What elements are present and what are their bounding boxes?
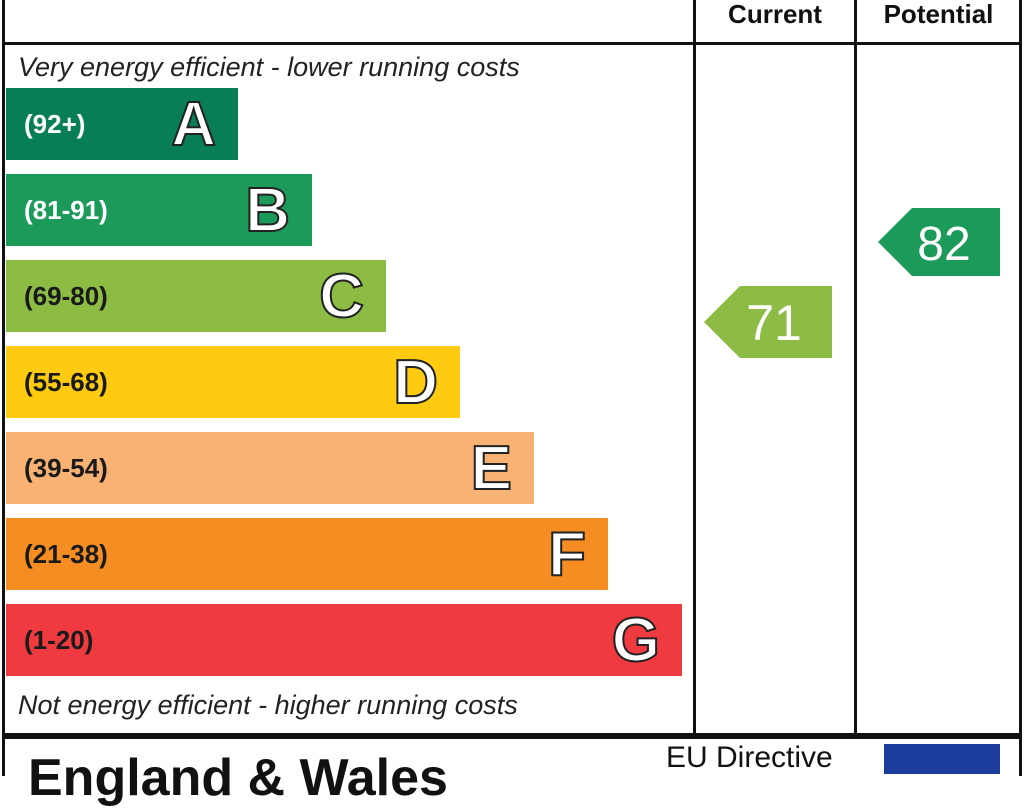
footer-bar (2, 736, 1022, 776)
band-letter-label: F (547, 519, 587, 590)
column-divider-potential (854, 0, 857, 736)
band-range-label: (39-54) (24, 453, 108, 483)
current-rating-arrow: 71 (704, 286, 832, 358)
band-letter-label: D (392, 347, 439, 418)
svg-text:82: 82 (917, 218, 970, 271)
band-g: (1-20) G (6, 604, 682, 676)
column-divider-current (693, 0, 696, 736)
eu-directive-label: EU Directive (666, 741, 833, 774)
band-range-label: (21-38) (24, 539, 108, 569)
bottom-note: Not energy efficient - higher running co… (18, 690, 518, 720)
band-letter-label: E (470, 433, 513, 504)
band-letter-label: A (170, 89, 217, 160)
band-range-label: (55-68) (24, 367, 108, 397)
band-d: (55-68) D (6, 346, 460, 418)
band-f: (21-38) F (6, 518, 608, 590)
band-range-label: (69-80) (24, 281, 108, 311)
column-header-potential: Potential (883, 0, 994, 29)
top-note: Very energy efficient - lower running co… (18, 52, 520, 82)
band-a: (92+) A (6, 88, 238, 160)
band-letter-label: C (318, 261, 365, 332)
svg-text:71: 71 (746, 295, 802, 351)
chart-frame (2, 0, 1022, 736)
eu-flag-icon (884, 744, 1000, 774)
band-letter-label: G (611, 605, 661, 676)
band-range-label: (81-91) (24, 195, 108, 225)
region-label: England & Wales (28, 749, 448, 807)
column-header-current: Current (728, 0, 822, 29)
band-letter-label: B (244, 175, 291, 246)
band-range-label: (1-20) (24, 625, 94, 655)
band-range-label: (92+) (24, 109, 86, 139)
band-e: (39-54) E (6, 432, 534, 504)
band-b: (81-91) B (6, 174, 312, 246)
potential-rating-arrow: 82 (878, 208, 1000, 276)
header-divider (2, 42, 1022, 45)
band-c: (69-80) C (6, 260, 386, 332)
